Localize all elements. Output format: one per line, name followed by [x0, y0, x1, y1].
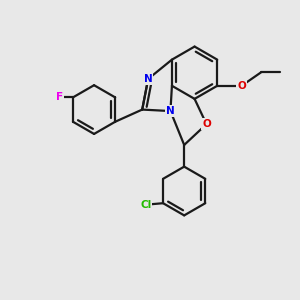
Text: O: O: [237, 81, 246, 91]
Text: Cl: Cl: [140, 200, 152, 210]
Text: N: N: [166, 106, 175, 116]
Text: O: O: [202, 119, 211, 129]
Text: N: N: [144, 74, 152, 84]
Text: F: F: [56, 92, 63, 102]
